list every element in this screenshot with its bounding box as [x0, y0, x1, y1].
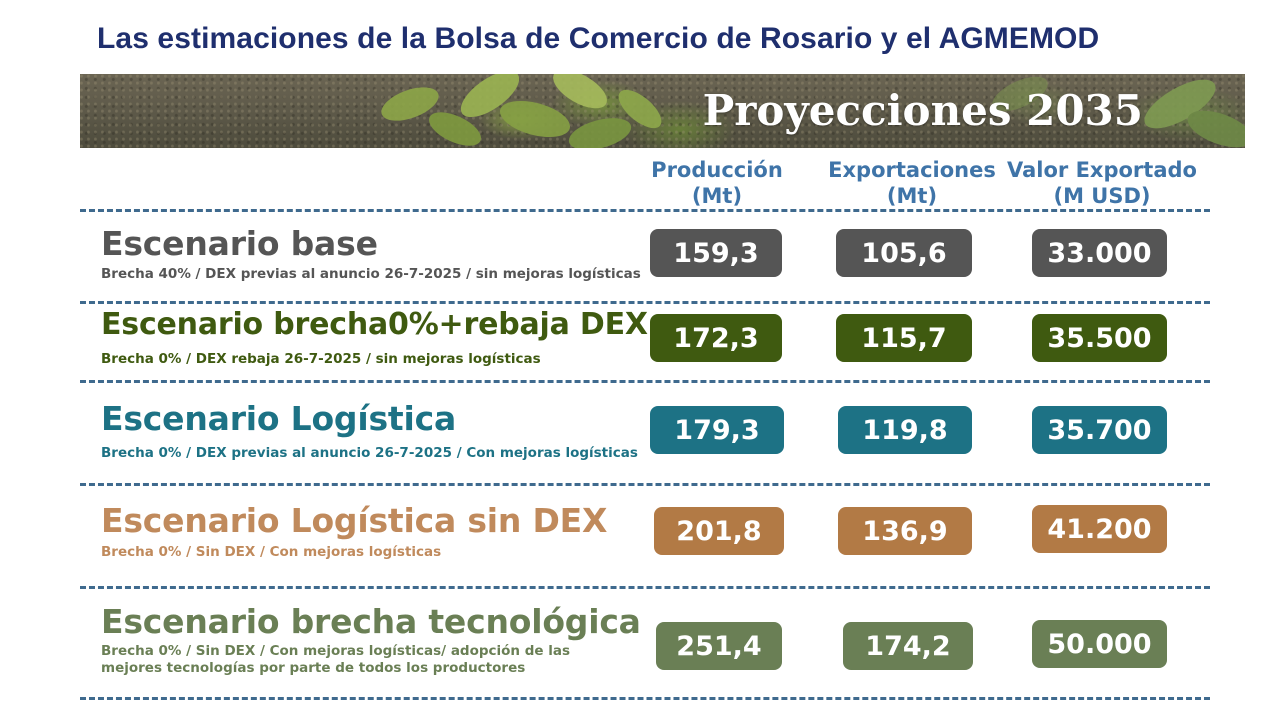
value-valor-brecha-tecnologica: 50.000: [1032, 620, 1167, 668]
column-header-produccion: Producción (Mt): [647, 157, 787, 209]
scenario-desc-brecha-rebaja: Brecha 0% / DEX rebaja 26-7-2025 / sin m…: [101, 351, 541, 367]
column-header-line: Valor Exportado: [1007, 158, 1197, 182]
row-divider: [80, 586, 1210, 589]
column-header-unit: (Mt): [886, 184, 938, 208]
page-title: Las estimaciones de la Bolsa de Comercio…: [97, 22, 1100, 55]
value-exportaciones-logistica: 119,8: [838, 406, 972, 454]
column-header-unit: (Mt): [691, 184, 743, 208]
column-header-line: Producción: [651, 158, 783, 182]
value-exportaciones-brecha-rebaja: 115,7: [836, 314, 972, 362]
value-produccion-logistica-sin-dex: 201,8: [654, 507, 784, 555]
banner-image: Proyecciones 2035: [80, 74, 1245, 148]
value-exportaciones-base: 105,6: [836, 229, 972, 277]
scenario-desc-logistica: Brecha 0% / DEX previas al anuncio 26-7-…: [101, 445, 638, 461]
scenario-desc-brecha-tecnologica-line2: mejores tecnologías por parte de todos l…: [101, 660, 526, 676]
value-produccion-logistica: 179,3: [650, 406, 784, 454]
row-divider: [80, 697, 1210, 700]
value-produccion-brecha-rebaja: 172,3: [650, 314, 782, 362]
scenario-desc-logistica-sin-dex: Brecha 0% / Sin DEX / Con mejoras logíst…: [101, 544, 442, 560]
column-header-line: Exportaciones: [828, 158, 996, 182]
row-divider: [80, 380, 1210, 383]
banner-title: Proyecciones 2035: [702, 86, 1143, 135]
column-header-unit: (M USD): [1053, 184, 1151, 208]
value-exportaciones-brecha-tecnologica: 174,2: [843, 622, 973, 670]
column-header-valor-exportado: Valor Exportado (M USD): [1007, 157, 1197, 209]
scenario-title-logistica: Escenario Logística: [101, 399, 457, 438]
column-header-exportaciones: Exportaciones (Mt): [827, 157, 997, 209]
value-produccion-base: 159,3: [650, 229, 782, 277]
value-valor-base: 33.000: [1032, 229, 1167, 277]
row-divider: [80, 209, 1210, 212]
row-divider: [80, 483, 1210, 486]
scenario-title-brecha-rebaja: Escenario brecha0%+rebaja DEX: [101, 307, 648, 342]
scenario-desc-brecha-tecnologica-line1: Brecha 0% / Sin DEX / Con mejoras logíst…: [101, 643, 571, 659]
value-exportaciones-logistica-sin-dex: 136,9: [838, 507, 972, 555]
value-produccion-brecha-tecnologica: 251,4: [656, 622, 782, 670]
value-valor-logistica-sin-dex: 41.200: [1032, 505, 1167, 553]
scenario-title-brecha-tecnologica: Escenario brecha tecnológica: [101, 602, 641, 641]
scenario-desc-base: Brecha 40% / DEX previas al anuncio 26-7…: [101, 266, 641, 282]
value-valor-logistica: 35.700: [1032, 406, 1167, 454]
soil-texture: [80, 74, 1245, 148]
scenario-title-base: Escenario base: [101, 224, 378, 263]
value-valor-brecha-rebaja: 35.500: [1032, 314, 1167, 362]
scenario-title-logistica-sin-dex: Escenario Logística sin DEX: [101, 501, 608, 540]
row-divider: [80, 301, 1210, 304]
soybean-leaves-graphic: [381, 74, 1245, 148]
